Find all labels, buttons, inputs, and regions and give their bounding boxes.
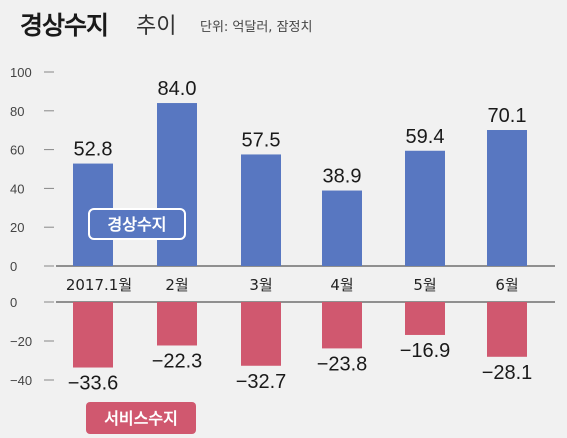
category-label: 4월 — [330, 276, 353, 294]
current-account-value-label: 84.0 — [158, 78, 197, 100]
current-account-bar — [157, 103, 197, 266]
current-account-badge — [88, 208, 186, 240]
category-label: 5월 — [413, 276, 436, 294]
current-account-bar — [241, 154, 281, 266]
current-account-bar — [405, 150, 445, 266]
services-bar — [487, 302, 527, 357]
current-account-value-label: 59.4 — [406, 126, 445, 148]
services-value-label: −28.1 — [482, 362, 533, 384]
services-bar — [405, 302, 445, 335]
chart-title: 경상수지 — [20, 11, 109, 40]
category-label: 2017.1월 — [66, 276, 132, 294]
y-tick-label-upper: 100 — [10, 65, 32, 80]
services-value-label: −16.9 — [400, 340, 451, 362]
services-badge — [86, 402, 196, 434]
services-value-label: −22.3 — [152, 350, 203, 372]
y-tick-label-lower: 0 — [10, 295, 17, 310]
services-bar — [322, 302, 362, 349]
category-label: 3월 — [249, 276, 272, 294]
category-label: 2월 — [165, 276, 188, 294]
services-value-label: −32.7 — [236, 371, 287, 393]
current-account-value-label: 38.9 — [323, 166, 362, 188]
y-tick-label-upper: 80 — [10, 104, 24, 119]
current-account-badge-label: 경상수지 — [108, 215, 167, 234]
category-label: 6월 — [495, 276, 518, 294]
y-tick-label-lower: −40 — [10, 373, 32, 388]
current-account-value-label: 70.1 — [488, 105, 527, 127]
y-tick-label-upper: 60 — [10, 143, 24, 158]
y-tick-label-upper: 20 — [10, 220, 24, 235]
services-bar — [73, 302, 113, 368]
services-value-label: −33.6 — [68, 373, 119, 395]
unit-note: 단위: 억달러, 잠정치 — [200, 20, 313, 35]
services-bar — [241, 302, 281, 366]
services-badge-label: 서비스수지 — [104, 409, 178, 428]
y-tick-label-upper: 40 — [10, 181, 24, 196]
current-account-bar — [322, 190, 362, 266]
chart-title-suffix: 추이 — [136, 14, 177, 39]
current-account-value-label: 57.5 — [242, 129, 281, 151]
y-tick-label-upper: 0 — [10, 259, 17, 274]
services-bar — [157, 302, 197, 346]
y-tick-label-lower: −20 — [10, 334, 32, 349]
services-value-label: −23.8 — [317, 353, 368, 375]
current-account-value-label: 52.8 — [74, 139, 113, 161]
current-account-bar — [487, 130, 527, 266]
